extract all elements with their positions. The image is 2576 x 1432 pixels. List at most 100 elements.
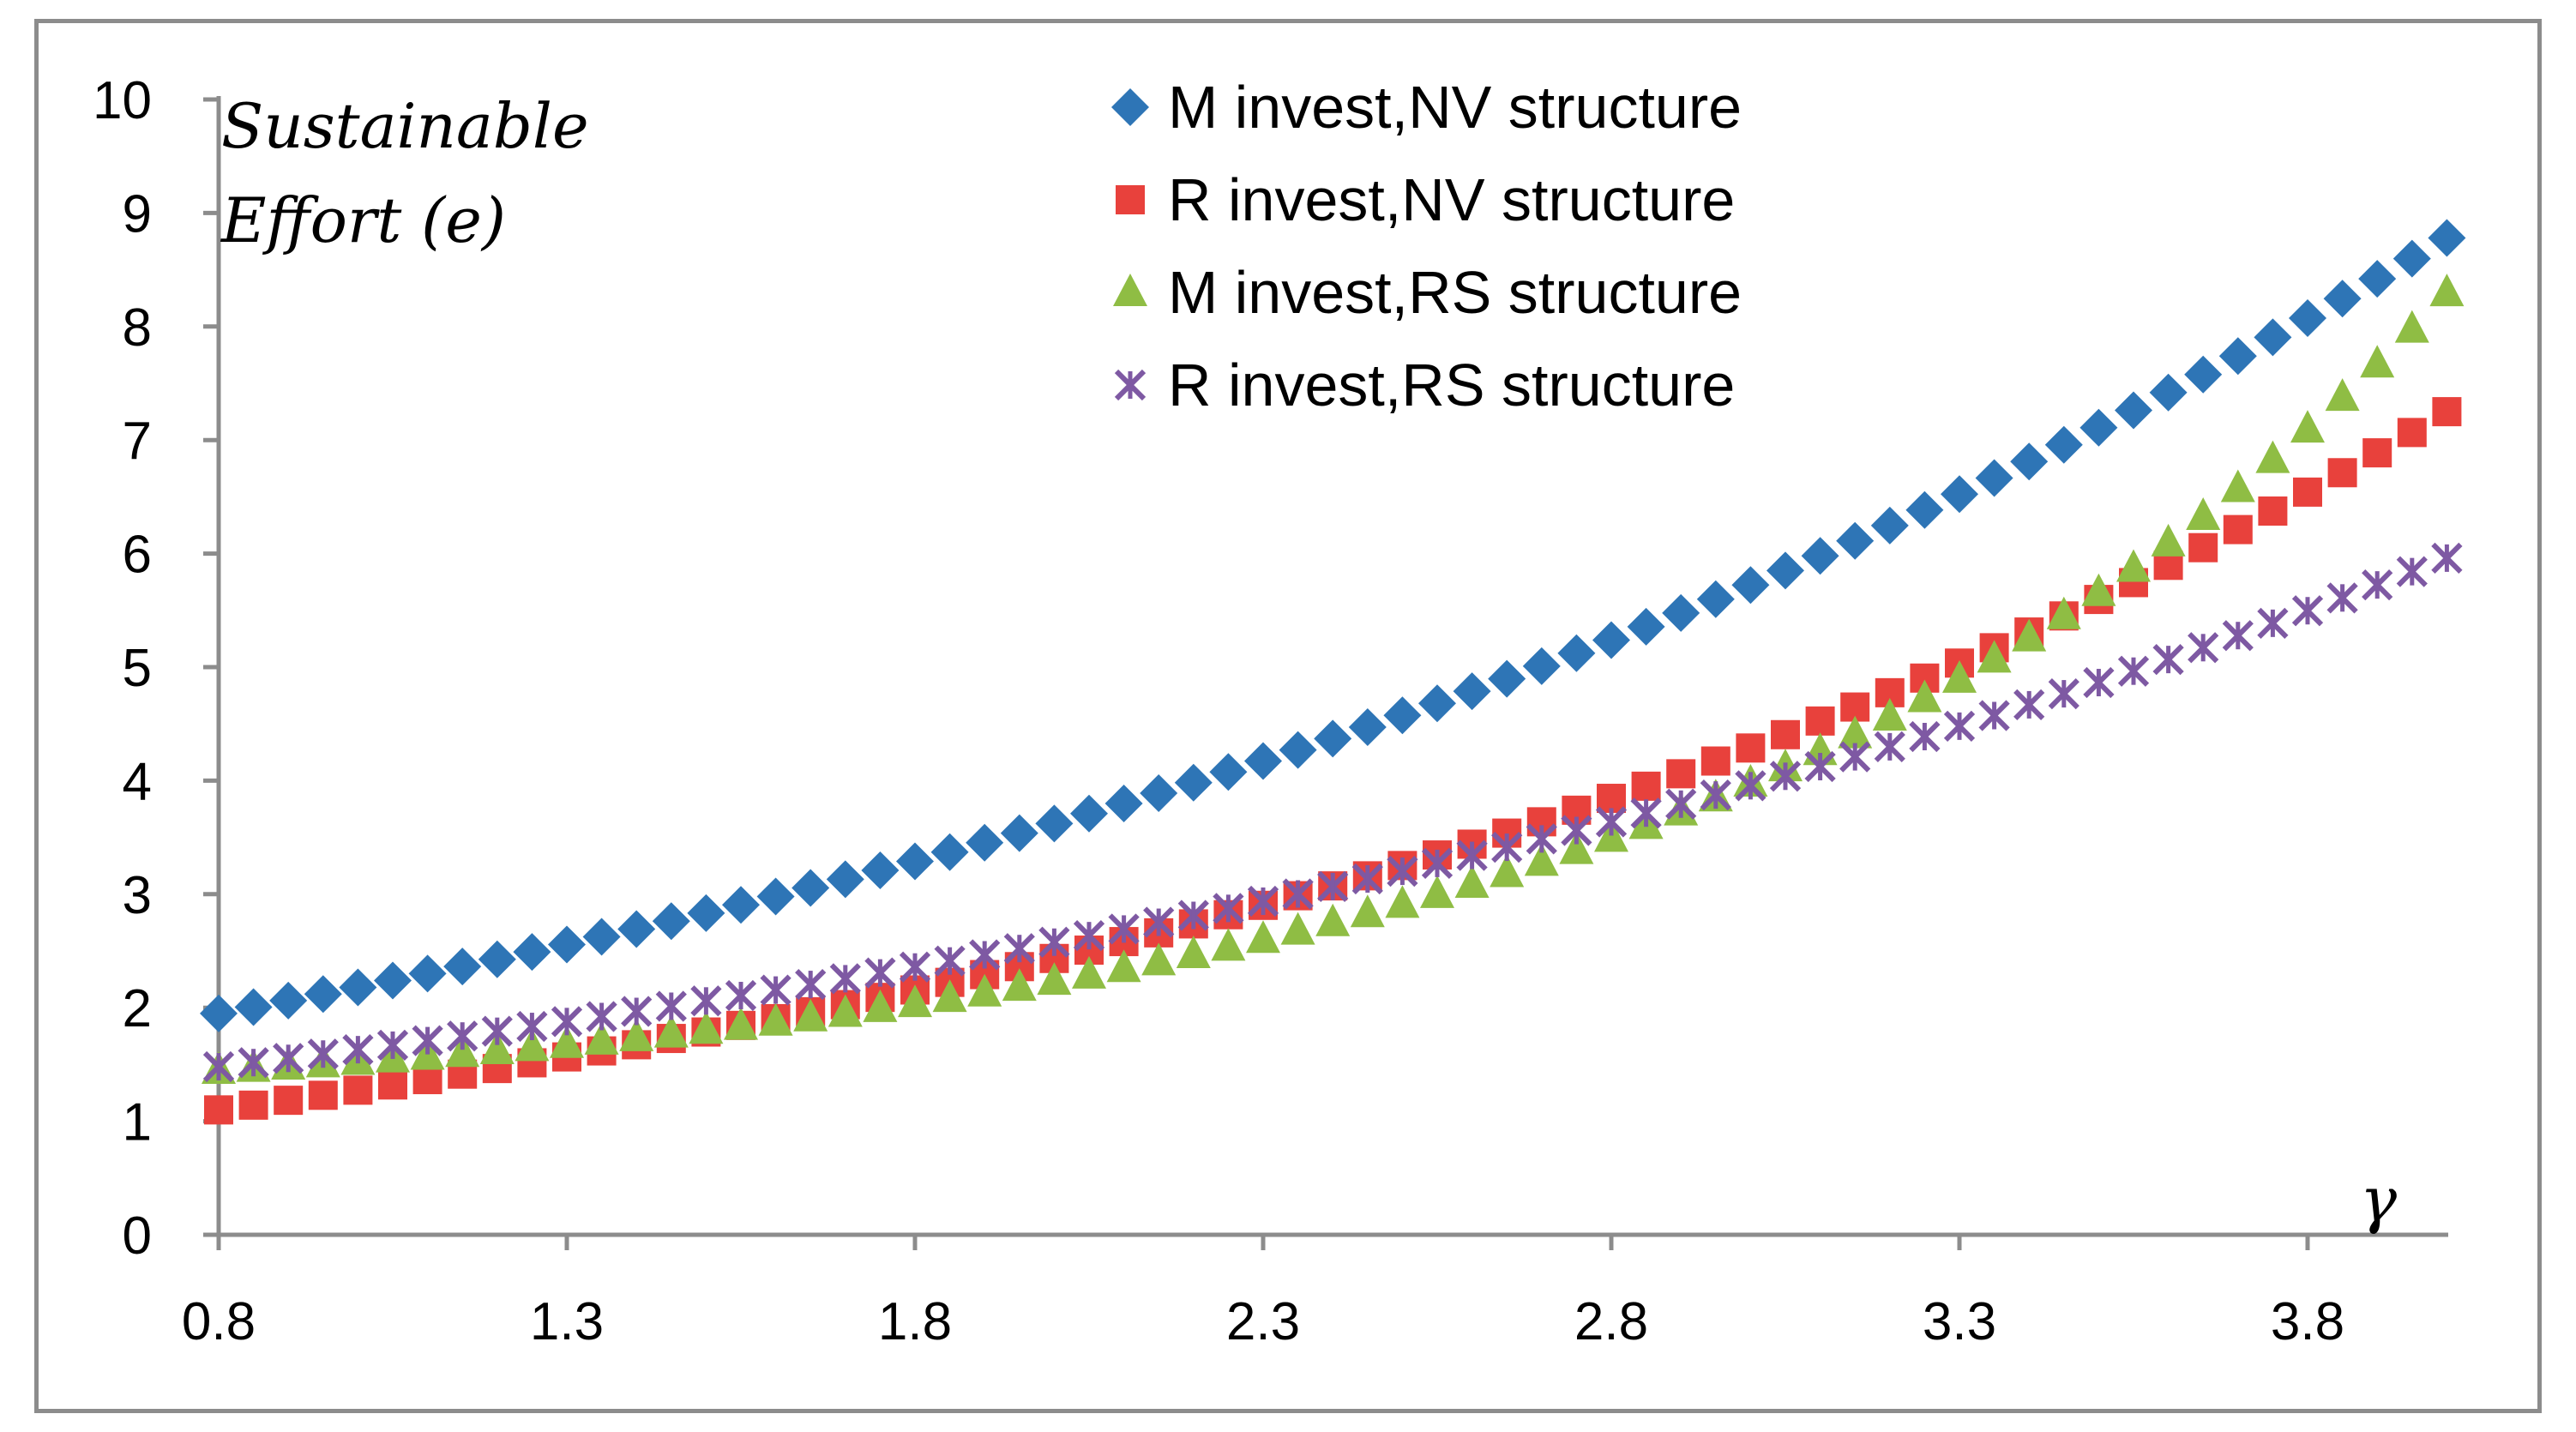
legend-label: R invest,RS structure [1168, 352, 1735, 418]
legend-marker [1113, 274, 1147, 306]
series-1-point [1801, 537, 1839, 575]
series-3-point [898, 984, 932, 1018]
series-4-point [829, 963, 861, 995]
series-4-point [2013, 689, 2045, 721]
series-4-point [1003, 933, 1035, 965]
series-2-point [2362, 438, 2392, 468]
series-2-point [2397, 418, 2427, 448]
series-1-point [269, 981, 308, 1020]
series-3-point [689, 1011, 724, 1044]
series-3-point [828, 994, 863, 1027]
series-1-point [1383, 696, 1422, 735]
series-1-point [1348, 707, 1387, 746]
series-1-point [408, 954, 447, 993]
legend-item: M invest,NV structure [1111, 74, 1742, 141]
series-2-point [412, 1065, 442, 1095]
y-tick-label: 10 [93, 71, 152, 130]
series-4-point [1073, 920, 1105, 952]
series-1-point [826, 860, 864, 899]
x-tick-label: 1.3 [530, 1292, 604, 1351]
y-tick-label: 1 [123, 1093, 152, 1152]
series-1-point [1314, 719, 1352, 758]
series-4-point [864, 957, 896, 989]
series-3-point [1176, 936, 1211, 969]
series-3-point [653, 1014, 689, 1048]
series-4-point [376, 1029, 409, 1062]
series-4-point [1038, 926, 1070, 958]
series-4-point [1421, 847, 1454, 880]
series-4-point [2431, 542, 2463, 575]
series-layer [200, 219, 2466, 1125]
series-3-point [2325, 378, 2360, 412]
series-4-point [551, 1006, 583, 1038]
legend-item: R invest,RS structure [1114, 352, 1735, 418]
series-2-point [274, 1086, 304, 1116]
series-3-point [1977, 640, 2012, 673]
series-3-point [1141, 942, 1177, 976]
series-2-point [1597, 784, 1626, 814]
x-tick-label: 3.3 [1923, 1292, 1996, 1351]
series-4-point [1317, 870, 1349, 902]
series-3-point [1490, 854, 1525, 887]
series-2-point [378, 1070, 407, 1100]
series-2-point [2293, 477, 2322, 507]
series-3-point [1315, 903, 1351, 936]
series-4-point [2048, 677, 2079, 710]
series-1-point [234, 988, 273, 1026]
series-1-point [548, 925, 586, 964]
series-4-point [690, 985, 722, 1017]
x-tick-label: 3.8 [2271, 1292, 2344, 1351]
series-1-point [1104, 784, 1143, 822]
series-4-point [202, 1050, 235, 1083]
series-1-point [2184, 355, 2223, 394]
series-3-point [932, 979, 967, 1013]
series-1-point [1696, 580, 1735, 618]
series-3-point [2186, 496, 2221, 530]
series-1-point [2115, 391, 2152, 430]
series-1-point [1174, 763, 1213, 802]
series-4-point [1630, 797, 1662, 829]
series-4-point [1456, 839, 1488, 871]
x-axis-title: γ [2360, 1164, 2398, 1236]
series-1-point [1418, 684, 1456, 723]
series-3-point [479, 1031, 515, 1064]
series-1-point [1035, 804, 1074, 843]
legend-item: R invest,NV structure [1116, 166, 1735, 233]
series-1-point [200, 994, 238, 1032]
series-3-point [2394, 310, 2429, 343]
series-1-point [1488, 659, 1526, 698]
series-3-point [2429, 274, 2465, 307]
series-1-point [1766, 551, 1804, 590]
series-1-point [2044, 425, 2083, 464]
series-1-point [582, 918, 621, 956]
series-4-point [481, 1015, 513, 1047]
series-2-point [2258, 496, 2288, 526]
series-4-point [655, 990, 687, 1022]
series-1 [200, 219, 2466, 1032]
series-3-point [1037, 962, 1072, 996]
series-1-point [2010, 442, 2049, 481]
series-4-point [795, 968, 827, 1001]
series-1-point [617, 910, 656, 948]
series-4-point [1387, 855, 1418, 887]
series-1-point [722, 886, 760, 924]
legend-item: M invest,RS structure [1113, 259, 1742, 326]
series-4-point [1943, 710, 1976, 742]
series-4-point [2222, 620, 2254, 652]
series-4-point [1282, 878, 1314, 910]
series-4-point [725, 979, 757, 1012]
series-4-point [760, 974, 791, 1006]
series-1-point [1905, 490, 1944, 529]
series-4-point [1804, 750, 1836, 783]
series-3-point [1211, 928, 1246, 961]
series-4-point [273, 1043, 304, 1074]
series-4-point [2188, 632, 2219, 664]
series-1-point [966, 823, 1004, 862]
x-tick-label: 2.8 [1574, 1292, 1648, 1351]
series-4-point [2152, 644, 2184, 676]
series-2-point [1805, 706, 1835, 736]
x-tick-label: 2.3 [1226, 1292, 1300, 1351]
series-3-point [1350, 894, 1385, 928]
series-1-point [930, 833, 969, 871]
